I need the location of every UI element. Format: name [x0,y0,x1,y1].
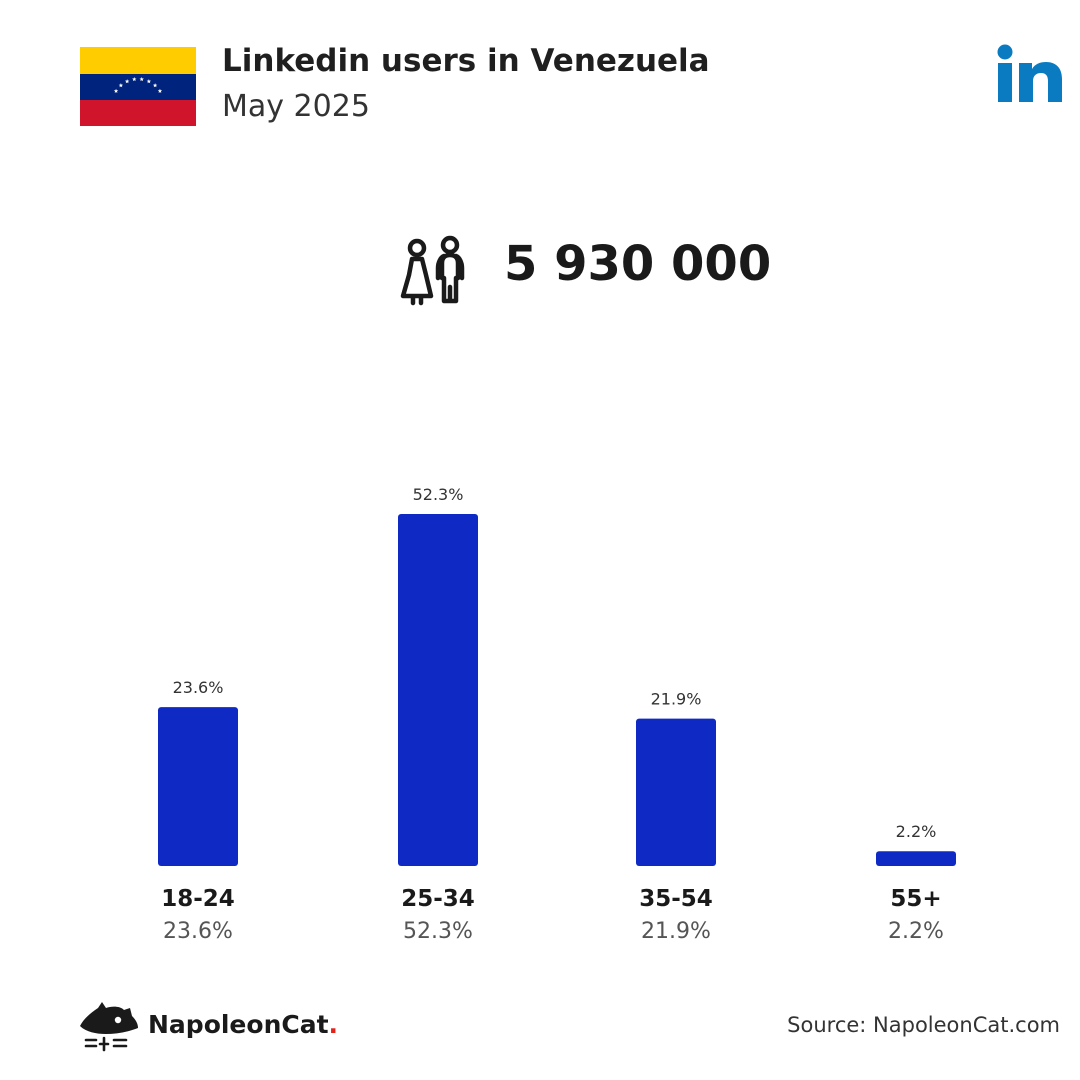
bar-value-label: 21.9% [651,690,702,709]
page-title: Linkedin users in Venezuela [222,43,710,79]
category-label: 35-54 [639,886,713,912]
footer-brand: NapoleonCat. [148,1010,338,1039]
category-label: 55+ [890,886,941,912]
flag-star [113,88,119,93]
bar-35-54 [636,718,716,866]
total-users: 5 930 000 [504,236,772,292]
page-subtitle: May 2025 [222,89,370,124]
category-label: 18-24 [161,886,235,912]
flag-star [132,76,137,82]
flag-star [152,83,158,88]
footer-brand-dot: . [328,1010,339,1039]
category-percent-label: 52.3% [403,919,473,944]
bar-value-label: 52.3% [413,485,464,504]
flag-star [124,79,130,84]
flag-star [157,88,163,93]
flag-star [118,83,124,88]
bar-18-24 [158,707,238,866]
category-percent-label: 21.9% [641,919,711,944]
linkedin-logo-icon [997,44,1062,102]
bar-55+ [876,851,956,866]
bar-25-34 [398,514,478,866]
bar-value-label: 23.6% [173,678,224,697]
category-label: 25-34 [401,886,475,912]
category-percent-label: 23.6% [163,919,233,944]
category-percent-label: 2.2% [888,919,944,944]
footer-brand-name: NapoleonCat [148,1010,329,1039]
source-text: Source: NapoleonCat.com [787,1013,1060,1037]
people-icon [400,235,465,306]
venezuela-flag-icon [80,47,196,126]
napoleoncat-logo-icon [80,1002,138,1052]
flag-star [146,79,152,84]
flag-star [139,76,144,82]
bar-value-label: 2.2% [896,822,937,841]
